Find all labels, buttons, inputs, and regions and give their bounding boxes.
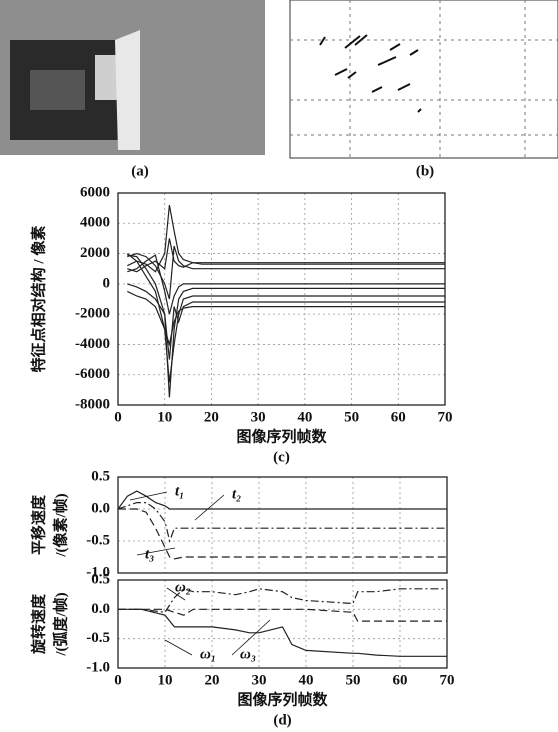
y-axis-label: /(像素/帧): [51, 493, 69, 557]
image-frame: [289, 0, 558, 159]
y-tick-label: -1.0: [86, 564, 110, 580]
x-tick-label: 60: [393, 672, 408, 688]
camera-mount: [115, 30, 140, 150]
label-pointer: [231, 619, 271, 656]
caption: (c): [273, 449, 290, 465]
x-tick-label: 50: [346, 672, 361, 688]
y-axis-label: /(弧度/帧): [51, 592, 69, 656]
series-line: [127, 254, 445, 398]
x-tick-label: 70: [438, 409, 453, 425]
y-tick-label: 4000: [80, 215, 110, 231]
caption: (d): [273, 712, 291, 728]
x-axis-label: 图像序列帧数: [236, 427, 327, 445]
x-tick-label: 10: [158, 672, 173, 688]
y-tick-label: -0.5: [86, 630, 110, 646]
y-tick-label: 6000: [80, 184, 110, 200]
series-line: [118, 508, 447, 560]
series-line: [118, 608, 447, 657]
series-line: [127, 290, 445, 347]
plot-frame: [117, 579, 448, 669]
x-axis-label: 图像序列帧数: [237, 690, 328, 708]
series-label: t₁: [175, 483, 184, 499]
y-axis-label: 平移速度: [29, 494, 47, 555]
label-pointer: [129, 491, 168, 501]
feature-tracks: [319, 34, 422, 113]
x-tick-label: 0: [114, 672, 122, 688]
photo-a: [0, 0, 265, 155]
image-b: [289, 0, 558, 159]
x-tick-label: 50: [344, 409, 359, 425]
camera-part: [30, 70, 85, 110]
label-pointer: [164, 639, 193, 656]
y-tick-label: 0: [103, 275, 111, 291]
series-label: ω₃: [240, 646, 256, 662]
y-axis-label: 特征点相对结构 / 像素: [29, 226, 47, 373]
series-line: [118, 608, 447, 622]
plot-frame: [117, 192, 446, 406]
series-line: [117, 502, 447, 544]
x-tick-label: 30: [251, 409, 266, 425]
plot-frame: [117, 476, 448, 574]
y-tick-label: 0.0: [91, 601, 110, 617]
y-tick-label: 0.5: [91, 468, 110, 484]
series-label: t₂: [232, 486, 241, 502]
series-line: [126, 253, 445, 383]
y-tick-label: -4000: [75, 336, 110, 352]
label-pointer: [136, 547, 176, 556]
y-tick-label: 2000: [80, 245, 110, 261]
series-line: [127, 254, 445, 315]
y-tick-label: -1.0: [86, 659, 110, 675]
y-tick-label: -8000: [75, 396, 110, 412]
series-label: ω₁: [200, 646, 216, 662]
y-tick-label: 0.5: [91, 571, 110, 587]
y-tick-label: -2000: [75, 306, 110, 322]
x-tick-label: 0: [114, 409, 122, 425]
series-line: [118, 588, 447, 613]
x-tick-label: 70: [440, 672, 455, 688]
y-axis-label: 旋转速度: [29, 593, 47, 655]
y-tick-label: -6000: [75, 366, 110, 382]
x-tick-label: 40: [299, 672, 314, 688]
series-line: [127, 238, 445, 273]
image-grid: [290, 0, 558, 158]
caption: (b): [416, 163, 434, 179]
series-line: [117, 490, 447, 510]
series-label: ω₂: [175, 579, 191, 595]
x-tick-label: 20: [204, 409, 219, 425]
series-label: t₃: [145, 546, 154, 562]
x-tick-label: 30: [252, 672, 267, 688]
y-tick-label: -0.5: [86, 532, 110, 548]
label-pointer: [166, 587, 186, 601]
x-tick-label: 60: [391, 409, 406, 425]
label-pointer: [194, 494, 225, 521]
x-tick-label: 10: [157, 409, 172, 425]
series-line: [127, 245, 445, 300]
caption: (a): [131, 163, 149, 179]
x-tick-label: 40: [297, 409, 312, 425]
x-tick-label: 20: [205, 672, 220, 688]
y-tick-label: 0.0: [91, 500, 110, 516]
